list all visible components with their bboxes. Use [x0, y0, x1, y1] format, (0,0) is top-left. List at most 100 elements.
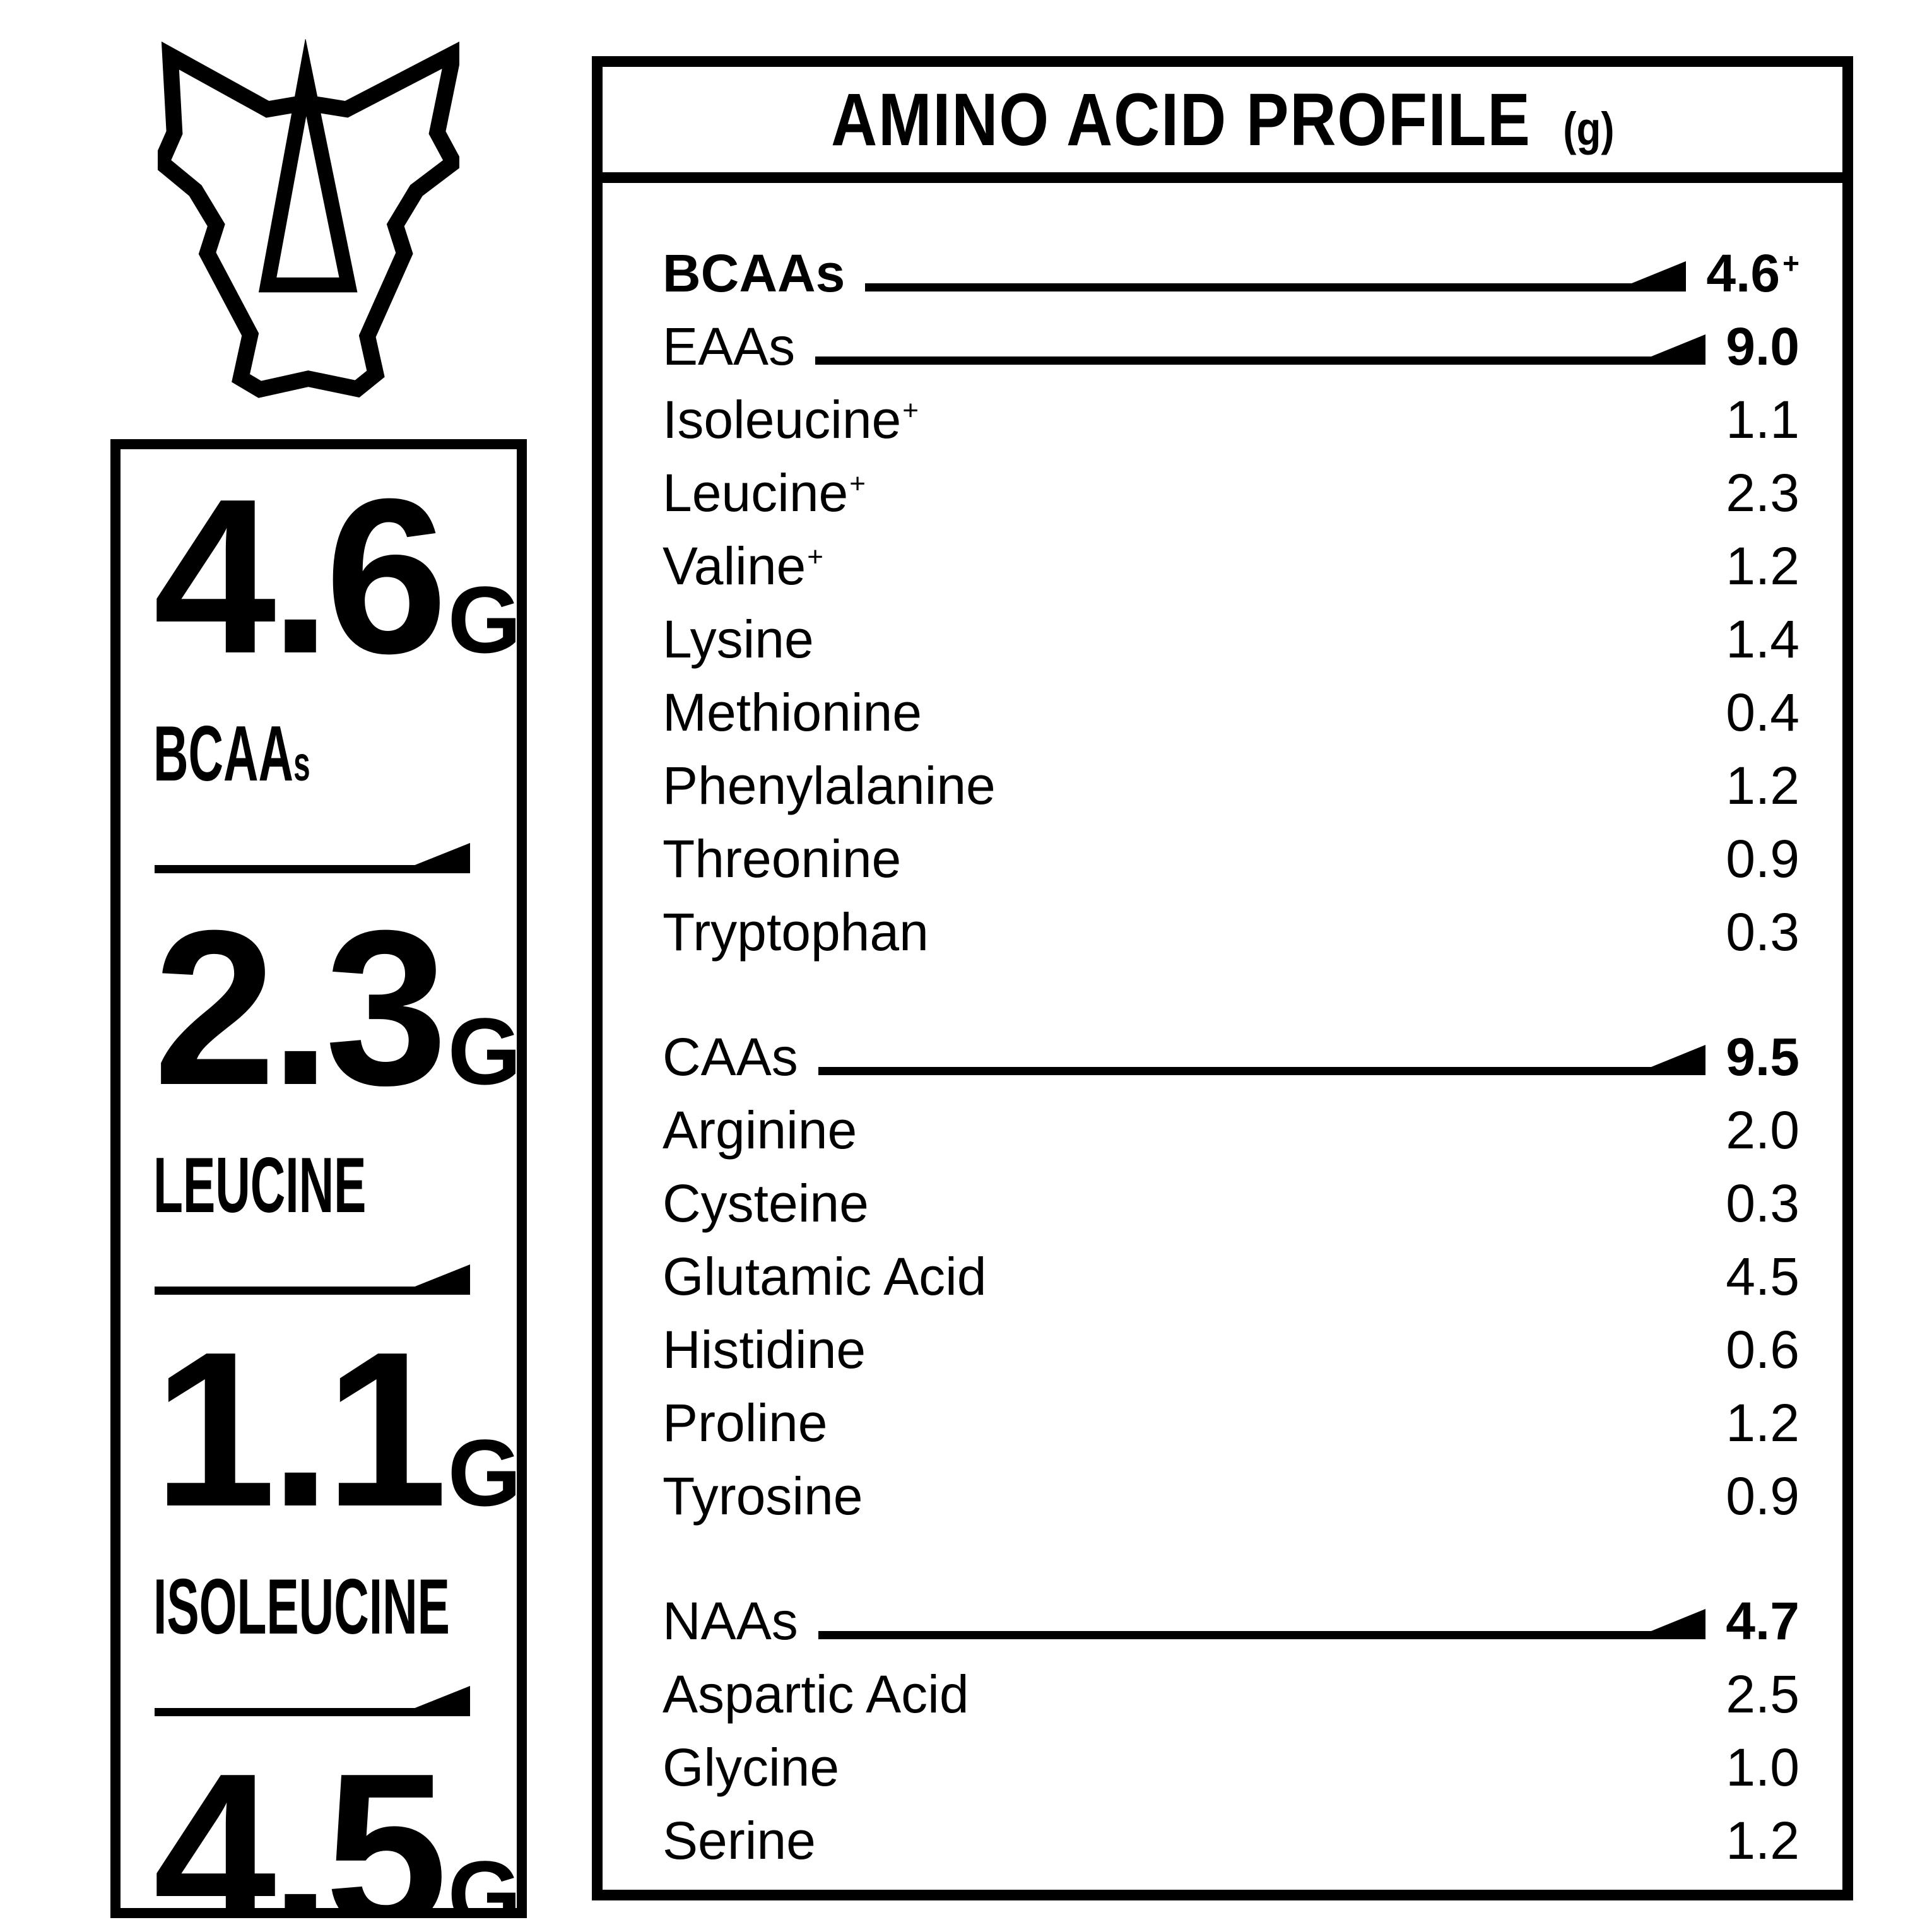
stat-value: 1.1G — [153, 1319, 517, 1567]
amino-row: Valine+ 1.2 — [663, 536, 1799, 609]
amino-table-rows: BCAAs 4.6+ EAAs 9.0 Isoleucine+ 1.1 Leucine+ 2.… — [603, 183, 1842, 1890]
dagger-plus-icon: + — [807, 541, 823, 572]
stat-label-text: ISOLEUCINE — [153, 1564, 450, 1651]
amino-value: 1.2 — [1726, 1811, 1799, 1870]
amino-value: 4.6+ — [1706, 244, 1799, 303]
stat-block: 2.3G LEUCINE — [153, 898, 517, 1226]
stat-unit: G — [447, 1420, 522, 1526]
amino-value: 2.3 — [1726, 463, 1799, 522]
brand-logo — [151, 38, 465, 409]
leader-line-bar — [865, 283, 1687, 292]
amino-value: 0.4 — [1726, 683, 1799, 742]
stat-unit: G — [447, 998, 522, 1104]
amino-label: Phenylalanine — [663, 756, 996, 815]
stat-value: 2.3G — [153, 898, 517, 1146]
amino-label: Methionine — [663, 683, 922, 742]
stats-sidebar: 4.6GBCAAs2.3GLEUCINE1.1GISOLEUCINE4.5GGL… — [110, 439, 527, 1918]
amino-row: Methionine 0.4 — [663, 682, 1799, 755]
stat-value: 4.5G — [153, 1741, 517, 1909]
amino-value: 4.5 — [1726, 1247, 1799, 1306]
amino-label: Threonine — [663, 829, 902, 888]
amino-value: 9.0 — [1726, 317, 1799, 376]
table-title-wrap: AMINO ACID PROFILE (g) — [831, 77, 1614, 163]
bull-head-icon — [151, 38, 465, 398]
dagger-plus-icon: + — [1782, 247, 1799, 280]
amino-value: 1.0 — [1726, 1738, 1799, 1797]
amino-value: 1.2 — [1726, 756, 1799, 815]
stat-label: ISOLEUCINE — [153, 1567, 517, 1647]
amino-row: Glutamic Acid 4.5 — [663, 1246, 1799, 1319]
table-title: AMINO ACID PROFILE — [830, 78, 1531, 162]
amino-row: Histidine 0.6 — [663, 1319, 1799, 1393]
amino-value: 1.1 — [1726, 390, 1799, 449]
dagger-plus-icon: + — [902, 395, 919, 426]
leader-line-bar — [815, 356, 1706, 365]
stat-unit: G — [447, 1841, 522, 1918]
stat-block: 1.1G ISOLEUCINE — [153, 1319, 517, 1647]
amino-value: 1.4 — [1726, 610, 1799, 669]
amino-row: Lysine 1.4 — [663, 609, 1799, 682]
amino-label: Aspartic Acid — [663, 1664, 969, 1724]
leader-wedge-icon — [1631, 1609, 1706, 1639]
amino-acid-table: AMINO ACID PROFILE (g) BCAAs 4.6+ EAAs 9.0 I… — [592, 56, 1853, 1900]
amino-row: Aspartic Acid 2.5 — [663, 1664, 1799, 1737]
amino-value: 1.2 — [1726, 1393, 1799, 1452]
stat-divider — [155, 840, 470, 873]
amino-label: Tyrosine — [663, 1466, 863, 1526]
amino-value: 0.3 — [1726, 902, 1799, 962]
amino-row: Isoleucine+ 1.1 — [663, 389, 1799, 462]
wedge-divider-icon — [155, 1686, 470, 1716]
amino-row: Tyrosine 0.9 — [663, 1466, 1799, 1539]
stat-label-text: LEUCINE — [153, 1142, 367, 1229]
stat-value: 4.6G — [153, 466, 517, 714]
leader-line — [818, 1609, 1706, 1639]
amino-row: Arginine 2.0 — [663, 1100, 1799, 1173]
amino-label: Arginine — [663, 1100, 857, 1160]
dagger-plus-icon: + — [849, 468, 866, 499]
stat-label-small: s — [293, 737, 310, 791]
stat-block: 4.6G BCAAs — [153, 466, 517, 804]
amino-section: CAAs 9.5 Arginine 2.0 Cysteine 0.3 Glutamic Ac… — [663, 1027, 1799, 1539]
amino-section: NAAs 4.7 Aspartic Acid 2.5 Glycine 1.0 Serine 1… — [663, 1591, 1799, 1883]
amino-label: Histidine — [663, 1320, 866, 1379]
amino-value: 4.7 — [1726, 1591, 1799, 1651]
amino-label: BCAAs — [663, 244, 845, 303]
amino-row: Serine 1.2 — [663, 1810, 1799, 1883]
amino-section: BCAAs 4.6+ EAAs 9.0 Isoleucine+ 1.1 Leucine+ 2.… — [663, 243, 1799, 975]
leader-line-bar — [818, 1631, 1706, 1639]
stat-value-number: 4.5 — [153, 1728, 448, 1918]
amino-value: 0.9 — [1726, 829, 1799, 888]
amino-label: EAAs — [663, 317, 796, 376]
wedge-divider-icon — [155, 843, 470, 873]
leader-line — [865, 261, 1687, 292]
amino-label: Proline — [663, 1393, 828, 1452]
amino-label: Tryptophan — [663, 902, 929, 962]
leader-wedge-icon — [1611, 261, 1687, 292]
amino-label: Lysine — [663, 610, 814, 669]
stat-value-number: 2.3 — [153, 885, 448, 1131]
amino-label: CAAs — [663, 1027, 798, 1087]
stat-value-number: 4.6 — [153, 453, 448, 700]
stat-block: 4.5GGLUTAMINE — [153, 1741, 517, 1909]
stat-divider — [155, 1262, 470, 1295]
amino-value: 2.5 — [1726, 1664, 1799, 1724]
amino-row: Glycine 1.0 — [663, 1737, 1799, 1810]
amino-row: BCAAs 4.6+ — [663, 243, 1799, 316]
table-title-unit: (g) — [1562, 102, 1615, 155]
stat-label-text: BCAAs — [153, 710, 310, 798]
leader-line — [815, 334, 1706, 365]
amino-label: NAAs — [663, 1591, 798, 1651]
wedge-divider-icon — [155, 1264, 470, 1295]
leader-wedge-icon — [1631, 1045, 1706, 1075]
amino-row: Threonine 0.9 — [663, 828, 1799, 902]
amino-value: 0.6 — [1726, 1320, 1799, 1379]
amino-row: Phenylalanine 1.2 — [663, 755, 1799, 828]
amino-row: CAAs 9.5 — [663, 1027, 1799, 1100]
stat-label: LEUCINE — [153, 1146, 517, 1225]
amino-label: Cysteine — [663, 1174, 869, 1233]
amino-row: NAAs 4.7 — [663, 1591, 1799, 1664]
amino-row: EAAs 9.0 — [663, 316, 1799, 389]
stat-label: BCAAs — [153, 714, 517, 804]
stat-unit: G — [447, 567, 522, 673]
